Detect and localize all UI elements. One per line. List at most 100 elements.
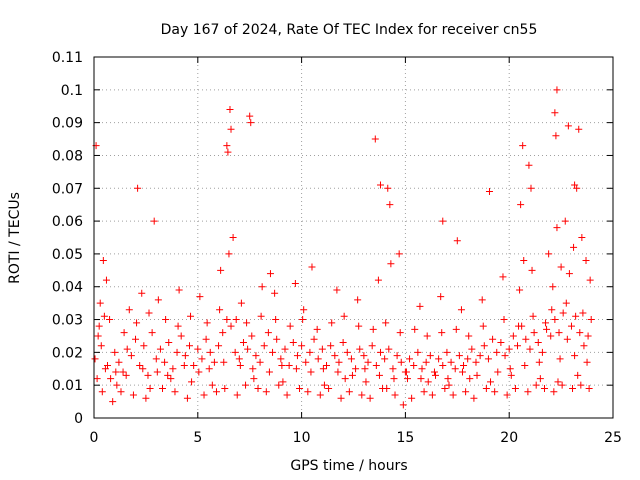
data-point [587,316,595,324]
data-point [239,339,247,347]
data-point [190,361,198,369]
data-point [397,358,405,366]
data-point [561,217,569,225]
data-point [534,339,542,347]
data-point [525,161,533,169]
data-point [215,342,223,350]
data-point [549,283,557,291]
data-point [390,375,398,383]
data-point [171,388,179,396]
data-point [140,342,148,350]
data-point [257,312,265,320]
data-point [148,329,156,337]
data-point [132,335,140,343]
data-point [371,135,379,143]
y-tick-label: 0.1 [61,83,83,99]
data-point [144,371,152,379]
data-point [120,329,128,337]
data-point [125,306,133,314]
data-point [435,355,443,363]
data-point [451,365,459,373]
data-point [360,352,368,360]
data-point [188,378,196,386]
data-point [424,378,432,386]
data-point [202,335,210,343]
data-point [180,361,188,369]
data-point [526,345,534,353]
data-point [529,312,537,320]
x-tick-label: 20 [500,430,518,446]
data-point [247,119,255,127]
data-point [94,332,102,340]
data-point [221,384,229,392]
data-point [281,345,289,353]
data-point [573,184,581,192]
data-point [165,339,173,347]
data-point [472,358,480,366]
data-point [575,125,583,133]
data-point [256,358,264,366]
data-point [306,348,314,356]
data-point [122,371,130,379]
y-axis-ticks: 0 0.01 0.02 0.03 0.04 0.05 0.06 0.07 0.08 0.09 0.1… [52,50,613,427]
data-point [203,319,211,327]
data-point [489,335,497,343]
x-tick-label: 5 [193,430,202,446]
data-point [381,355,389,363]
data-point [258,283,266,291]
data-point [515,322,523,330]
data-point [399,401,407,409]
y-tick-label: 0.04 [52,280,83,296]
data-point [384,184,392,192]
data-point [417,375,425,383]
data-point [577,381,585,389]
y-tick-label: 0.03 [52,313,83,329]
data-point [584,332,592,340]
data-point [455,352,463,360]
data-point [369,325,377,333]
data-point [411,325,419,333]
data-point [393,352,401,360]
data-point [100,312,108,320]
data-point [150,217,158,225]
data-point [582,256,590,264]
data-point [136,361,144,369]
data-point [285,361,293,369]
data-point [439,361,447,369]
data-point [565,270,573,278]
data-point [438,329,446,337]
data-point [175,286,183,294]
data-point [428,391,436,399]
data-point [406,355,414,363]
data-point [106,316,114,324]
data-point [479,322,487,330]
data-point [307,368,315,376]
data-point [323,361,331,369]
data-point [410,361,418,369]
data-point [501,352,509,360]
data-point [387,260,395,268]
data-point [145,309,153,317]
data-point [379,384,387,392]
data-point [173,348,181,356]
data-point [368,342,376,350]
data-point [548,306,556,314]
x-tick-label: 10 [293,430,311,446]
data-point [216,306,224,314]
data-point [298,342,306,350]
data-point [107,375,115,383]
data-point [313,325,321,333]
data-point [361,365,369,373]
data-point [542,319,550,327]
data-point [293,352,301,360]
x-axis-label: GPS time / hours [290,458,407,474]
data-point [527,184,535,192]
data-point [468,345,476,353]
x-tick-label: 0 [90,430,99,446]
data-point [362,378,370,386]
data-point [223,142,231,150]
plot-frame [93,56,614,419]
data-point [223,316,231,324]
data-point [517,201,525,209]
y-tick-label: 0.07 [52,181,83,197]
